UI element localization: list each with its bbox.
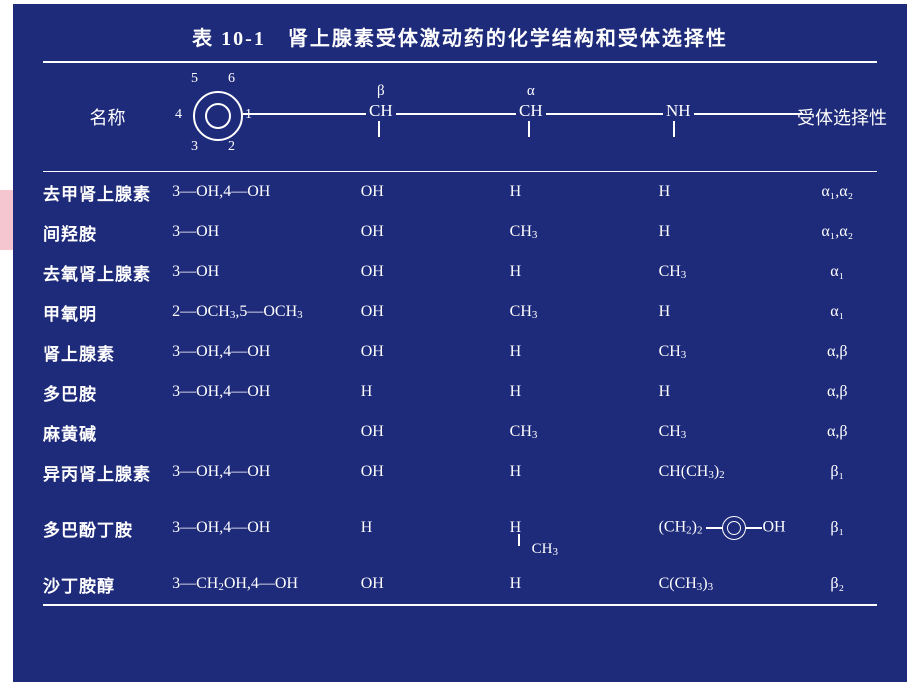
alpha-carbon: α CH	[516, 101, 546, 121]
table-row: 去氧肾上腺素3—OHOHHCH3α₁	[43, 252, 877, 292]
beta-substituent: OH	[361, 223, 510, 241]
receptor-selectivity: α₁	[798, 303, 877, 321]
beta-label: β	[377, 83, 385, 100]
ring-substituent: 3—OH	[172, 223, 361, 241]
table-row: 肾上腺素3—OH,4—OHOHHCH3α,β	[43, 332, 877, 372]
beta-substituent: OH	[361, 463, 510, 481]
drug-name: 去氧肾上腺素	[43, 260, 172, 285]
drug-name: 沙丁胺醇	[43, 572, 172, 597]
backbone-structure: 1 2 3 4 5 6 β CH α CH NH	[173, 63, 813, 171]
ring-pos-5: 5	[191, 71, 198, 87]
amine-substituent: H	[659, 303, 798, 321]
alpha-substituent: H	[510, 183, 659, 201]
table-header-row: 名称 受体选择性 1 2 3 4 5 6 β CH α CH	[43, 63, 877, 171]
amine-substituent: C(CH3)3	[659, 575, 798, 593]
rule-bottom	[43, 604, 877, 606]
ring-substituent: 3—CH2OH,4—OH	[172, 575, 361, 593]
table-row: 间羟胺3—OHOHCH3Hα₁,α₂	[43, 212, 877, 252]
ring-pos-4: 4	[175, 107, 182, 123]
slide: 表 10-1 肾上腺素受体激动药的化学结构和受体选择性 名称 受体选择性 1 2…	[13, 4, 907, 682]
ring-substituent: 3—OH,4—OH	[172, 519, 361, 537]
drug-name: 间羟胺	[43, 220, 172, 245]
drug-name: 甲氧明	[43, 300, 172, 325]
receptor-selectivity: α,β	[798, 343, 877, 361]
receptor-selectivity: α,β	[798, 383, 877, 401]
table-row: 甲氧明2—OCH3,5—OCH3OHCH3Hα₁	[43, 292, 877, 332]
receptor-selectivity: β₂	[798, 575, 877, 593]
beta-substituent: OH	[361, 423, 510, 441]
ring-substituent: 3—OH,4—OH	[172, 343, 361, 361]
amine-nitrogen: NH	[663, 101, 694, 121]
beta-substituent: H	[361, 383, 510, 401]
beta-substituent: OH	[361, 183, 510, 201]
table-row: 异丙肾上腺素3—OH,4—OHOHHCH(CH3)2β₁	[43, 452, 877, 492]
alpha-substituent: CH3	[510, 423, 659, 441]
drug-name: 麻黄碱	[43, 420, 172, 445]
slide-accent	[0, 190, 13, 250]
alpha-substituent: H	[510, 575, 659, 593]
amine-substituent: H	[659, 183, 798, 201]
alpha-substituent: H	[510, 463, 659, 481]
alpha-substituent: HCH3	[510, 519, 659, 537]
amine-substituent: CH(CH3)2	[659, 463, 798, 481]
ring-pos-3: 3	[191, 139, 198, 155]
table-row: 去甲肾上腺素3—OH,4—OHOHHHα₁,α₂	[43, 172, 877, 212]
receptor-selectivity: β₁	[798, 519, 877, 537]
drug-name: 多巴胺	[43, 380, 172, 405]
ring-substituent: 3—OH,4—OH	[172, 383, 361, 401]
beta-substituent: OH	[361, 263, 510, 281]
beta-substituent: OH	[361, 575, 510, 593]
amine-substituent: (CH2)2OH	[659, 516, 798, 540]
beta-substituent: H	[361, 519, 510, 537]
amine-substituent: CH3	[659, 343, 798, 361]
ring-pos-1: 1	[245, 107, 252, 123]
table-row: 麻黄碱OHCH3CH3α,β	[43, 412, 877, 452]
alpha-substituent: CH3	[510, 303, 659, 321]
ring-pos-6: 6	[228, 71, 235, 87]
receptor-selectivity: α₁,α₂	[798, 223, 877, 241]
ring-substituent: 3—OH,4—OH	[172, 463, 361, 481]
receptor-selectivity: α₁,α₂	[798, 183, 877, 201]
amine-substituent: CH3	[659, 423, 798, 441]
alpha-substituent: H	[510, 263, 659, 281]
drug-name: 肾上腺素	[43, 340, 172, 365]
benzene-ring-icon	[193, 91, 243, 141]
ring-substituent: 3—OH,4—OH	[172, 183, 361, 201]
drug-name: 异丙肾上腺素	[43, 460, 172, 485]
ring-substituent: 2—OCH3,5—OCH3	[172, 303, 361, 321]
alpha-label: α	[527, 83, 535, 100]
drug-name: 多巴酚丁胺	[43, 516, 172, 541]
col-header-name: 名称	[43, 104, 172, 130]
alpha-substituent: H	[510, 383, 659, 401]
receptor-selectivity: α₁	[798, 263, 877, 281]
beta-carbon: β CH	[366, 101, 396, 121]
table-row: 多巴胺3—OH,4—OHHHHα,β	[43, 372, 877, 412]
amine-substituent: H	[659, 383, 798, 401]
receptor-selectivity: β₁	[798, 463, 877, 481]
ring-pos-2: 2	[228, 139, 235, 155]
alpha-substituent: H	[510, 343, 659, 361]
beta-substituent: OH	[361, 343, 510, 361]
ring-substituent: 3—OH	[172, 263, 361, 281]
table-body: 去甲肾上腺素3—OH,4—OHOHHHα₁,α₂间羟胺3—OHOHCH3Hα₁,…	[43, 172, 877, 604]
table-row: 沙丁胺醇3—CH2OH,4—OHOHHC(CH3)3β₂	[43, 564, 877, 604]
phenol-icon	[706, 516, 762, 540]
beta-substituent: OH	[361, 303, 510, 321]
receptor-selectivity: α,β	[798, 423, 877, 441]
drug-name: 去甲肾上腺素	[43, 180, 172, 205]
alpha-substituent: CH3	[510, 223, 659, 241]
table-title: 表 10-1 肾上腺素受体激动药的化学结构和受体选择性	[43, 22, 877, 51]
table-row: 多巴酚丁胺3—OH,4—OHHHCH3(CH2)2OHβ₁	[43, 492, 877, 564]
amine-substituent: CH3	[659, 263, 798, 281]
amine-substituent: H	[659, 223, 798, 241]
